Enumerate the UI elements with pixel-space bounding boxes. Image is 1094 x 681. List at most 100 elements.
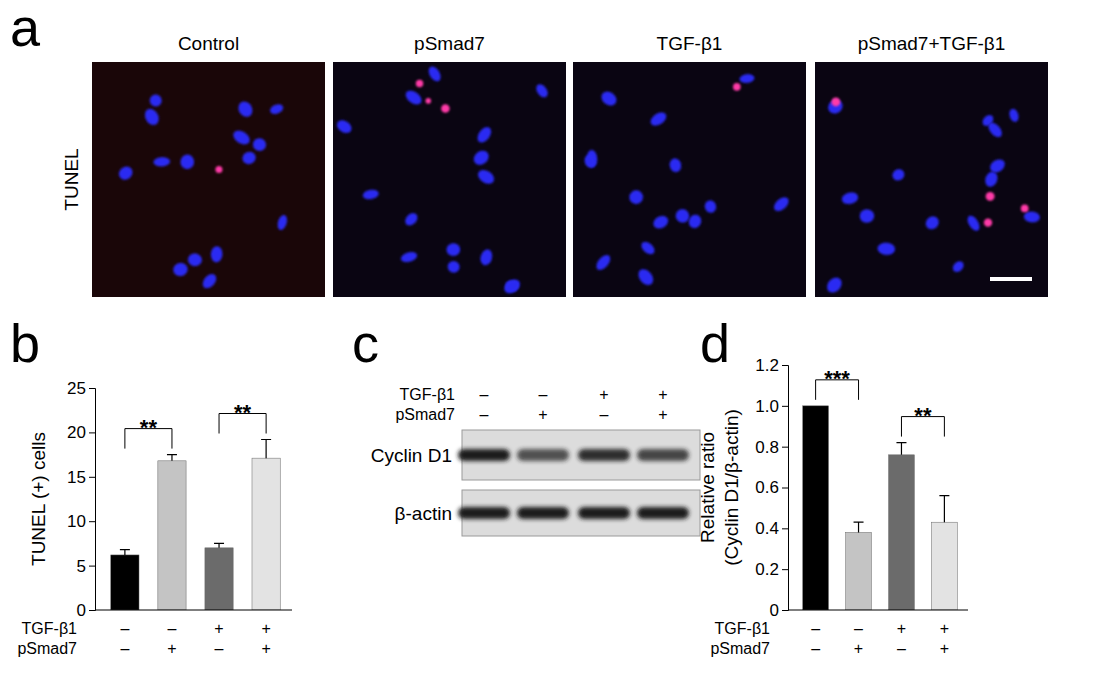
nucleus xyxy=(476,167,497,187)
nucleus xyxy=(142,106,161,127)
y-tick-mark xyxy=(89,477,95,478)
micrograph xyxy=(333,62,566,297)
nucleus xyxy=(235,99,255,120)
y-tick-label: 20 xyxy=(67,423,86,442)
y-axis-title: (Cyclin D1/β-actin) xyxy=(721,409,742,566)
y-tick-mark xyxy=(89,388,95,389)
nucleus xyxy=(648,110,669,129)
y-tick-mark xyxy=(89,521,95,522)
nucleus xyxy=(824,275,845,296)
error-bar xyxy=(120,550,130,555)
condition-sign: – xyxy=(897,640,906,657)
significance-label: ** xyxy=(234,400,252,425)
condition-label: pSmad7 xyxy=(17,640,77,657)
x-axis xyxy=(95,610,292,611)
nucleus xyxy=(471,148,492,168)
nucleus xyxy=(200,271,219,291)
nucleus xyxy=(841,191,860,206)
condition-sign: + xyxy=(261,620,270,637)
nucleus xyxy=(252,137,268,153)
condition-sign: – xyxy=(811,640,820,657)
y-tick: 0 xyxy=(77,601,95,620)
bar xyxy=(803,406,829,610)
panel-label: a xyxy=(10,0,41,57)
y-axis: 0510152025 xyxy=(67,379,95,620)
tunel-positive xyxy=(1021,205,1029,213)
y-axis-title: Relative ratio xyxy=(697,432,718,543)
y-tick-label: 0.8 xyxy=(755,438,779,457)
nucleus xyxy=(210,246,223,263)
nucleus xyxy=(771,195,791,214)
condition-sign: – xyxy=(480,386,489,403)
condition-sign: + xyxy=(214,620,223,637)
nucleus xyxy=(923,214,941,232)
tunel-positive xyxy=(426,98,432,104)
y-tick-mark xyxy=(89,566,95,567)
condition-sign: – xyxy=(539,386,548,403)
y-axis-line xyxy=(89,389,96,611)
error-bar xyxy=(896,443,906,455)
panel-label: b xyxy=(10,313,40,373)
condition-sign: + xyxy=(854,640,863,657)
y-tick-mark xyxy=(782,488,788,489)
blot-band xyxy=(458,507,510,519)
nucleus xyxy=(1023,211,1040,223)
y-axis: 00.20.40.60.81.01.2 xyxy=(755,356,788,620)
tunel-positive xyxy=(733,83,741,91)
nucleus xyxy=(594,252,613,272)
condition-label: TGF-β1 xyxy=(400,386,456,403)
bar xyxy=(205,548,233,610)
condition-sign: + xyxy=(940,640,949,657)
y-tick-mark xyxy=(782,528,788,529)
condition-sign: + xyxy=(167,640,176,657)
nucleus xyxy=(172,261,189,277)
condition-sign: + xyxy=(538,406,547,423)
y-tick-label: 25 xyxy=(67,379,86,398)
blot-band xyxy=(517,449,569,461)
blot-band xyxy=(637,507,689,519)
nucleus xyxy=(988,157,1008,175)
micrograph xyxy=(815,62,1048,297)
y-tick-mark xyxy=(782,365,788,366)
nucleus xyxy=(187,253,202,267)
nucleus xyxy=(335,118,354,136)
blot-band xyxy=(458,449,510,461)
y-tick: 25 xyxy=(67,379,95,398)
panel-label: c xyxy=(352,313,379,373)
row-label: TUNEL xyxy=(61,148,82,210)
significance-label: *** xyxy=(824,366,850,391)
y-tick-label: 1.0 xyxy=(755,397,779,416)
nucleus xyxy=(583,154,597,170)
tunel-positive xyxy=(441,104,450,113)
x-axis-line xyxy=(788,610,968,611)
bar xyxy=(252,458,280,610)
micrograph-background xyxy=(92,62,325,297)
condition-sign: – xyxy=(811,620,820,637)
y-axis-line xyxy=(782,366,789,611)
nucleus xyxy=(651,213,670,231)
nucleus xyxy=(599,89,620,109)
y-tick-mark xyxy=(782,569,788,570)
nucleus xyxy=(826,97,846,116)
micrograph xyxy=(92,62,325,297)
y-tick-label: 1.2 xyxy=(755,356,779,375)
error-bar xyxy=(261,440,271,459)
y-tick-mark xyxy=(782,447,788,448)
y-tick: 0.4 xyxy=(755,519,788,538)
nucleus xyxy=(479,248,494,267)
x-axis-line xyxy=(95,610,292,611)
nucleus xyxy=(859,209,875,224)
condition-sign: – xyxy=(215,640,224,657)
nucleus xyxy=(362,188,379,200)
y-tick-mark xyxy=(782,610,788,611)
nucleus xyxy=(446,259,462,275)
y-tick: 10 xyxy=(67,512,95,531)
condition-sign: – xyxy=(480,406,489,423)
y-tick-label: 0 xyxy=(770,601,779,620)
nucleus xyxy=(116,164,135,183)
y-tick: 1.0 xyxy=(755,397,788,416)
nucleus xyxy=(276,214,289,231)
tunel-positive xyxy=(416,80,423,87)
nucleus xyxy=(400,250,419,264)
condition-sign: + xyxy=(261,640,270,657)
